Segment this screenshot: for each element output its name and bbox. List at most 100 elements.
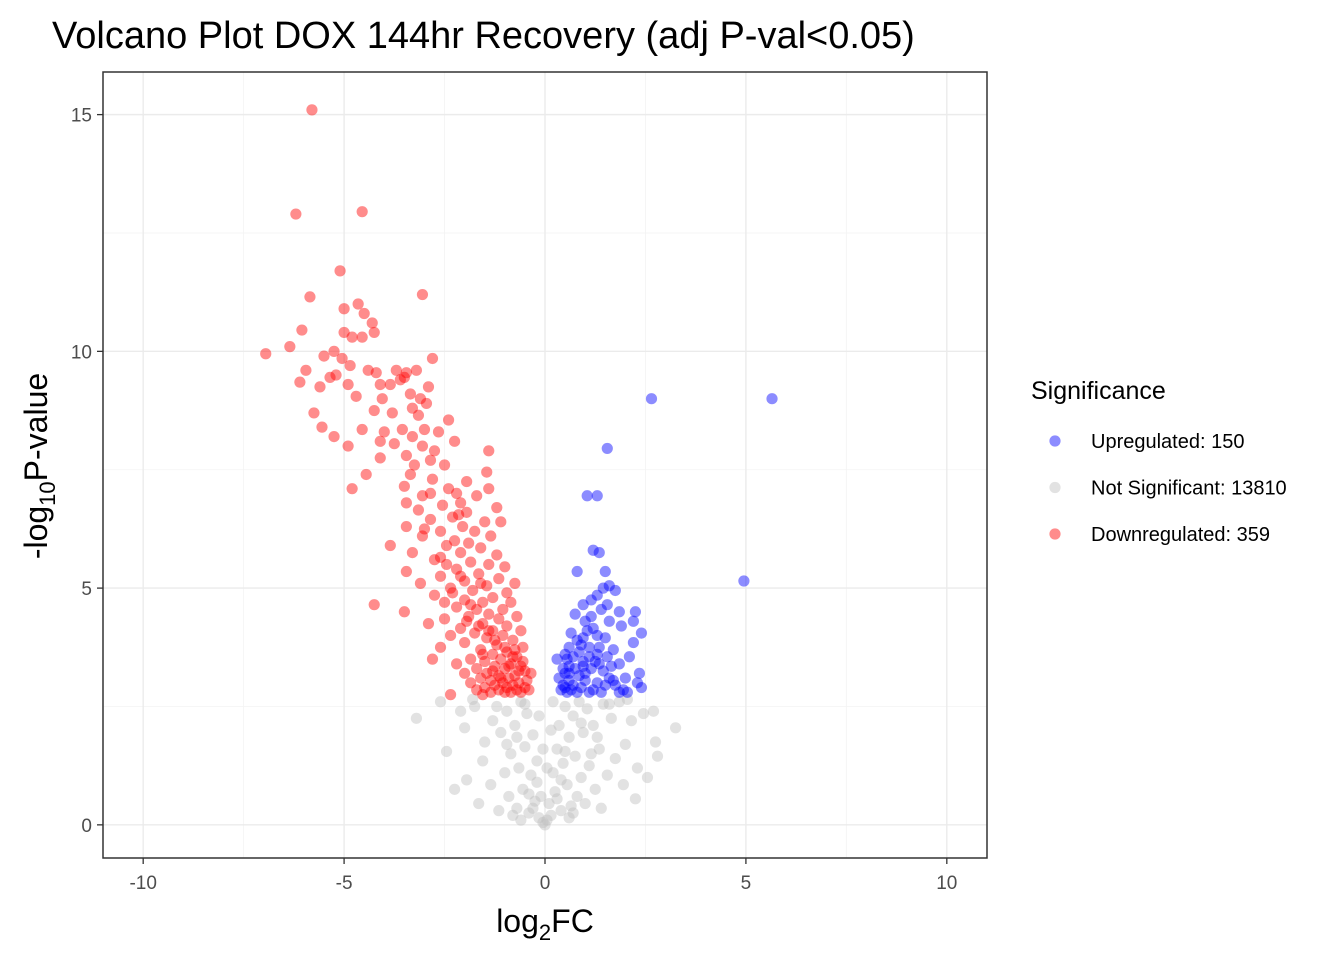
upregulated-point [563,641,575,653]
upregulated-point [603,580,615,592]
downregulated-point [306,104,318,116]
upregulated-point [623,651,635,663]
downregulated-point [513,677,525,689]
chart-title: Volcano Plot DOX 144hr Recovery (adj P-v… [52,15,915,57]
upregulated-point [587,622,599,634]
downregulated-point [491,502,503,514]
downregulated-point [400,449,412,462]
downregulated-point [487,625,499,637]
not-significant-point [467,693,479,705]
upregulated-point [563,674,575,687]
not-significant-point [547,767,559,779]
legend-label: Downregulated: 359 [1091,524,1270,546]
not-significant-point [563,812,575,824]
downregulated-point [475,672,487,684]
downregulated-point [438,459,451,471]
downregulated-point [316,421,328,433]
downregulated-point [436,499,449,511]
downregulated-point [446,511,459,523]
downregulated-point [390,364,402,376]
downregulated-point [410,364,423,376]
upregulated-point [571,565,583,578]
upregulated-point [569,663,581,675]
downregulated-point [509,644,521,656]
not-significant-point [525,769,537,781]
upregulated-point [567,679,579,691]
upregulated-point [577,599,589,611]
downregulated-point [511,651,523,663]
downregulated-point [495,653,507,665]
downregulated-point [418,423,431,436]
downregulated-point [481,580,493,592]
downregulated-point [360,468,372,481]
upregulated-point [635,627,648,639]
downregulated-point [300,364,312,376]
downregulated-point [459,667,471,679]
not-significant-point [501,738,513,750]
downregulated-point [296,324,308,336]
y-axis-title-base: -log [18,506,54,559]
downregulated-point [334,265,346,277]
not-significant-points [410,693,682,831]
legend-key [1049,481,1061,494]
downregulated-point [517,641,529,653]
upregulated-point [575,681,587,694]
not-significant-point [527,729,539,741]
not-significant-point [555,805,567,817]
downregulated-point [396,423,408,436]
not-significant-point [448,783,461,795]
upregulated-point [577,655,589,668]
downregulated-point [328,345,340,357]
downregulated-point [448,535,461,547]
not-significant-point [551,743,563,755]
upregulated-point [585,594,597,606]
x-axis-title-rest: FC [551,903,594,939]
not-significant-point [567,807,579,819]
x-tick-label: 0 [540,873,551,894]
not-significant-point [631,762,644,774]
upregulated-point [599,632,611,644]
downregulated-point [479,655,491,668]
x-axis-ticks: -10 -5 0 5 10 [129,858,957,894]
not-significant-point [589,783,601,795]
upregulated-point [738,575,750,587]
not-significant-point [543,797,555,810]
not-significant-point [479,736,491,748]
downregulated-point [509,577,521,589]
downregulated-point [497,677,509,689]
downregulated-point [475,644,487,656]
downregulated-point [453,509,465,521]
downregulated-point [426,653,439,665]
downregulated-point [477,618,489,630]
downregulated-point [499,663,511,675]
downregulated-point [440,539,453,552]
downregulated-point [515,686,527,698]
downregulated-point [501,620,513,632]
downregulated-point [481,632,493,644]
upregulated-point [645,393,658,405]
not-significant-point [629,793,642,805]
downregulated-point [467,584,479,597]
upregulated-points [551,393,778,698]
downregulated-point [475,542,487,554]
legend-title: Significance [1031,377,1166,405]
not-significant-point [649,736,662,748]
downregulated-point [290,208,302,220]
not-significant-point [553,719,565,732]
not-significant-point [585,748,597,760]
upregulated-point [567,651,579,663]
downregulated-point [495,516,507,528]
upregulated-point [585,610,597,623]
downregulated-point [471,663,483,675]
downregulated-point [404,468,416,481]
downregulated-point [434,641,447,653]
not-significant-point [515,696,527,708]
downregulated-point [487,591,499,604]
not-significant-point [507,809,519,821]
downregulated-point [483,608,495,620]
not-significant-point [549,786,561,798]
upregulated-point [579,674,591,687]
downregulated-point [459,636,471,649]
downregulated-point [517,655,529,668]
